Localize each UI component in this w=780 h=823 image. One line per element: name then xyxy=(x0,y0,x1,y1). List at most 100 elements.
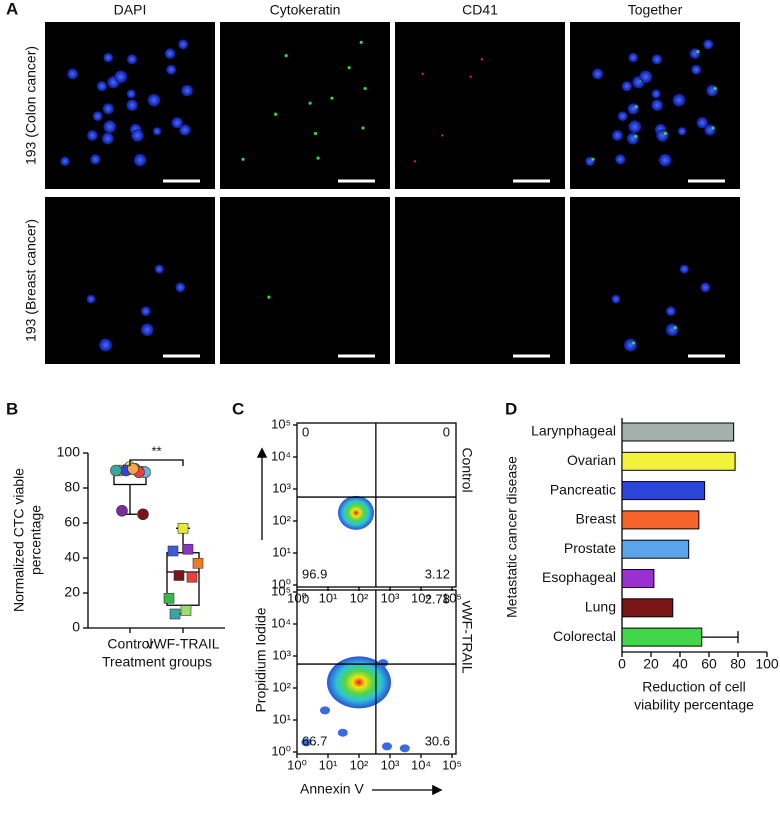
column-title: CD41 xyxy=(462,2,498,18)
speck xyxy=(469,75,472,79)
cell xyxy=(102,103,114,115)
cell xyxy=(131,129,144,142)
y-tick-label: 10⁰ xyxy=(271,743,291,758)
y-tick-label: Larynphageal xyxy=(531,423,616,439)
y-tick-label: 10⁴ xyxy=(271,615,291,630)
speck xyxy=(267,295,271,299)
point xyxy=(116,504,128,517)
y-tick-label: 10³ xyxy=(272,647,291,662)
y-tick-label: 10⁴ xyxy=(271,448,291,463)
cell xyxy=(651,99,663,111)
cell xyxy=(665,306,676,317)
panel-letter: C xyxy=(232,399,244,418)
cell xyxy=(99,338,113,352)
point xyxy=(173,570,185,581)
speck xyxy=(359,40,363,45)
speck xyxy=(274,112,278,116)
cell xyxy=(628,52,638,63)
cell xyxy=(617,111,628,122)
x-axis-label: Reduction of cell xyxy=(642,679,746,695)
quadrant-value: 66.7 xyxy=(302,733,327,748)
x-tick-label: 10⁴ xyxy=(411,590,431,605)
y-tick-label: 10⁵ xyxy=(271,416,291,431)
y-tick-label: 10² xyxy=(272,679,291,694)
panel-letter: D xyxy=(505,399,517,418)
y-tick-label: 40 xyxy=(64,549,80,565)
cell xyxy=(679,264,689,274)
x-tick-label: 20 xyxy=(643,656,659,672)
speck xyxy=(284,53,288,58)
y-axis-label: percentage xyxy=(28,505,44,575)
bar xyxy=(621,422,735,442)
cell xyxy=(140,323,154,337)
y-tick-label: 10³ xyxy=(272,480,291,495)
speck xyxy=(711,126,715,130)
density xyxy=(337,728,348,737)
y-tick-label: 10¹ xyxy=(272,711,291,726)
cell xyxy=(611,294,621,304)
density xyxy=(399,744,410,753)
cell xyxy=(689,48,701,59)
bar xyxy=(621,627,703,647)
bar xyxy=(621,598,674,618)
cell xyxy=(175,282,186,293)
speck xyxy=(713,86,717,91)
point xyxy=(192,557,204,569)
x-axis-label: Annexin V xyxy=(300,781,364,797)
point xyxy=(163,592,175,604)
image-tile xyxy=(570,197,740,364)
speck xyxy=(634,134,638,139)
cell xyxy=(178,39,189,50)
bar xyxy=(621,510,700,530)
y-tick-label: Pancreatic xyxy=(550,481,616,497)
y-tick-label: Esophageal xyxy=(542,569,616,585)
speck xyxy=(634,105,638,109)
point xyxy=(110,464,122,477)
x-tick-label: 10⁴ xyxy=(411,757,431,772)
bar xyxy=(621,569,655,588)
cell xyxy=(179,124,191,136)
cell xyxy=(624,338,638,352)
cell xyxy=(166,64,177,75)
cell xyxy=(86,294,96,304)
panel-letter: B xyxy=(6,399,18,418)
x-tick-label: Control xyxy=(107,636,152,652)
speck xyxy=(421,72,424,76)
column-title: DAPI xyxy=(114,2,147,18)
y-axis-label: Normalized CTC viable xyxy=(11,468,27,612)
point xyxy=(177,522,189,534)
x-tick-label: 10⁰ xyxy=(287,757,307,772)
cell xyxy=(703,39,714,50)
x-tick-label: 10¹ xyxy=(319,757,338,772)
image-tile xyxy=(220,197,390,364)
x-tick-label: 10² xyxy=(350,757,369,772)
cell xyxy=(126,89,136,99)
y-tick-label: Colorectal xyxy=(553,628,616,644)
speck xyxy=(347,66,351,70)
plot-name: Control xyxy=(459,447,475,492)
speck xyxy=(673,326,677,330)
x-tick-label: 10² xyxy=(350,590,369,605)
density xyxy=(301,738,312,747)
point xyxy=(182,543,194,555)
cell xyxy=(677,127,687,136)
point xyxy=(167,545,179,557)
bar xyxy=(621,451,736,471)
point xyxy=(127,462,139,475)
speck xyxy=(413,160,417,163)
speck xyxy=(363,86,367,91)
cell xyxy=(621,81,632,92)
y-tick-label: Prostate xyxy=(564,540,616,556)
cell xyxy=(665,323,679,337)
cell xyxy=(672,93,686,107)
y-tick-label: 80 xyxy=(64,479,80,495)
x-tick-label: 10⁵ xyxy=(442,757,462,772)
quadrant-value: 96.9 xyxy=(302,566,327,581)
cell xyxy=(103,52,113,63)
x-tick-label: vWF-TRAIL xyxy=(146,636,219,652)
y-tick-label: 100 xyxy=(57,444,81,460)
quadrant-value: 0 xyxy=(302,424,309,439)
cell xyxy=(60,156,70,167)
speck xyxy=(631,341,636,345)
